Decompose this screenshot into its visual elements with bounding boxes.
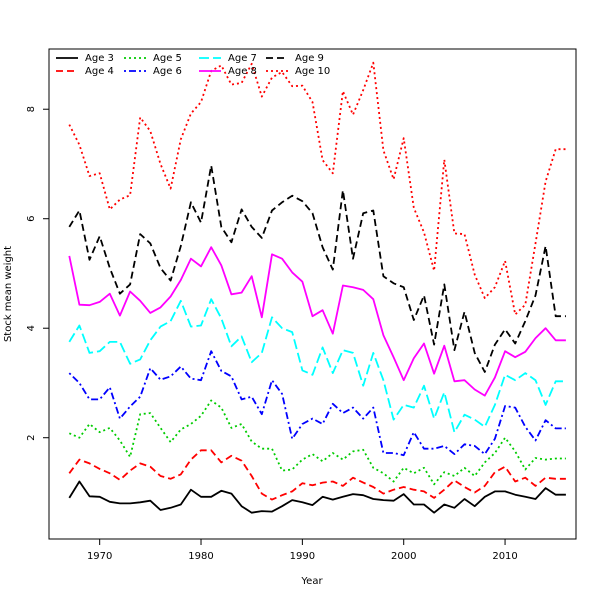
x-tick-label: 1990: [290, 551, 315, 562]
series-line-age-4: [68, 449, 566, 501]
x-tick-label: 2000: [391, 551, 416, 562]
series-line-age-5: [68, 399, 566, 486]
legend-label: Age 5: [153, 53, 182, 64]
series-line-age-9: [68, 164, 566, 373]
legend-label: Age 7: [228, 53, 257, 64]
series-lines: [68, 61, 566, 514]
x-tick-label: 1970: [87, 551, 112, 562]
x-axis-label: Year: [300, 576, 323, 587]
x-axis: 1970 1980 1990 2000 2010: [87, 539, 518, 562]
y-axis: 2 4 6 8: [26, 106, 49, 441]
y-axis-label: Stock mean weight: [3, 246, 14, 342]
y-tick-label: 6: [26, 216, 37, 222]
legend-label: Age 4: [85, 66, 114, 77]
series-line-age-8: [68, 246, 566, 397]
series-line-age-6: [68, 350, 566, 457]
plot-frame: [48, 48, 577, 540]
legend-label: Age 6: [153, 66, 182, 77]
series-line-age-7: [68, 298, 566, 434]
series-line-age-3: [68, 480, 566, 514]
legend-label: Age 8: [228, 66, 257, 77]
series-line-age-10: [68, 61, 566, 316]
x-tick-label: 1980: [188, 551, 213, 562]
legend: Age 3 Age 4 Age 5 Age 6 Age 7 Age 8 Age 9 Age 1…: [56, 53, 330, 77]
y-tick-label: 2: [26, 435, 37, 441]
x-tick-label: 2010: [492, 551, 517, 562]
legend-label: Age 3: [85, 53, 114, 64]
legend-label: Age 10: [295, 66, 330, 77]
legend-label: Age 9: [295, 53, 324, 64]
y-tick-label: 8: [26, 106, 37, 112]
y-tick-label: 4: [26, 325, 37, 331]
